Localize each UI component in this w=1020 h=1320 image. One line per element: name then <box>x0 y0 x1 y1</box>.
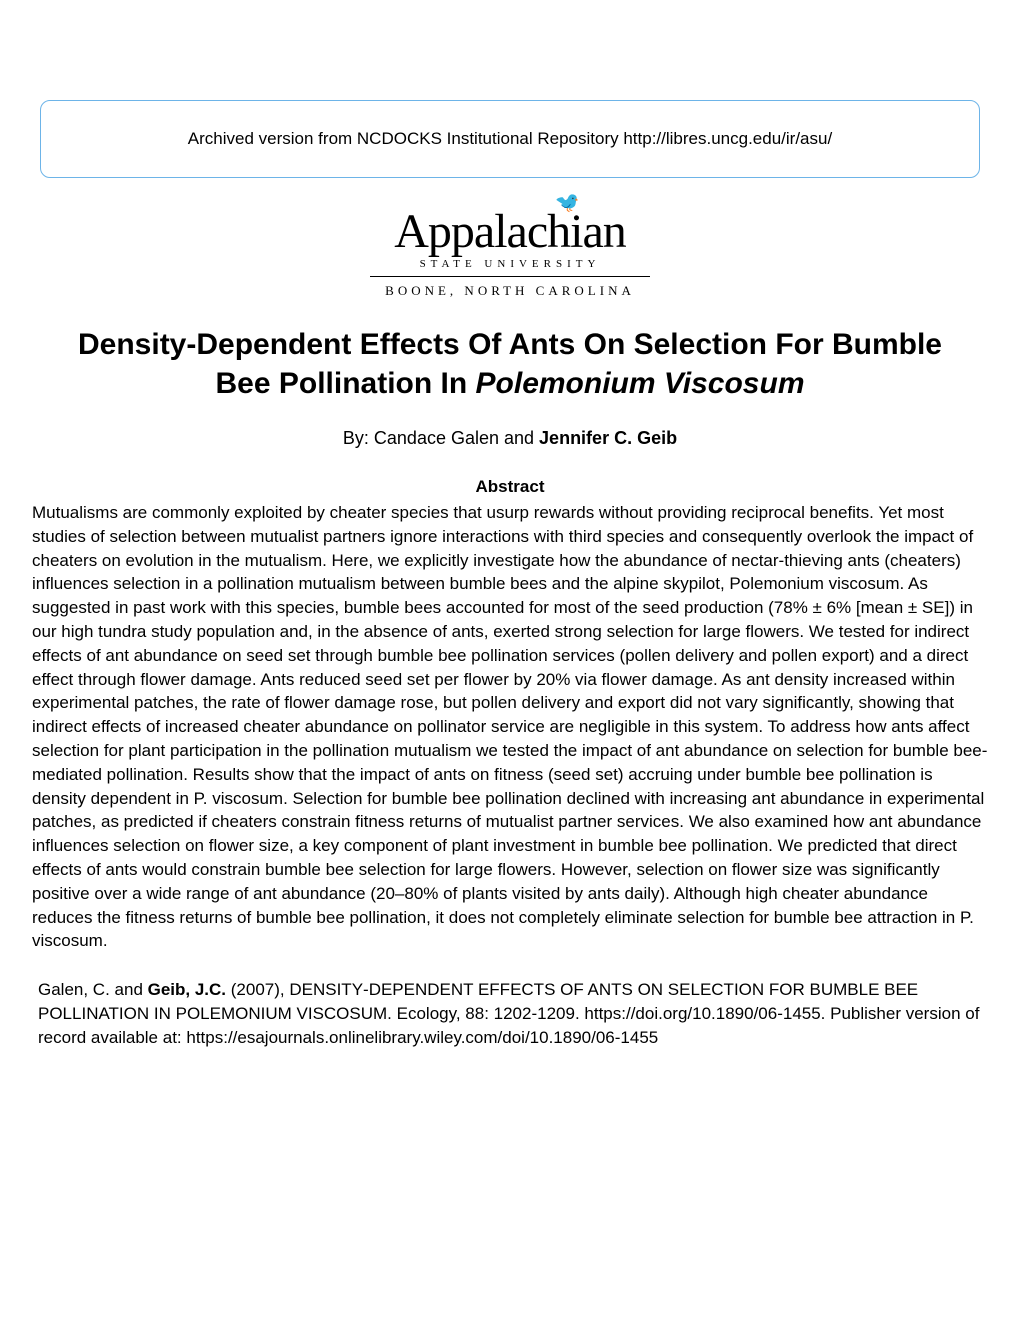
byline-prefix: By: Candace Galen and <box>343 428 539 448</box>
byline: By: Candace Galen and Jennifer C. Geib <box>30 428 990 449</box>
citation-author-bold: Geib, J.C. <box>148 980 226 999</box>
byline-author-bold: Jennifer C. Geib <box>539 428 677 448</box>
logo-divider <box>370 276 650 277</box>
archive-notice-text: Archived version from NCDOCKS Institutio… <box>188 129 832 148</box>
title-line1: Density-Dependent Effects Of Ants On Sel… <box>78 328 942 361</box>
abstract-heading: Abstract <box>30 477 990 497</box>
paper-title: Density-Dependent Effects Of Ants On Sel… <box>50 325 970 403</box>
citation-prefix: Galen, C. and <box>38 980 148 999</box>
archive-notice-box: Archived version from NCDOCKS Institutio… <box>40 100 980 178</box>
title-line2-prefix: Bee Pollination In <box>216 367 476 400</box>
logo-location: BOONE, NORTH CAROLINA <box>370 283 650 299</box>
logo-container: 🐦 Appalachian STATE UNIVERSITY BOONE, NO… <box>30 208 990 300</box>
title-species-name: Polemonium Viscosum <box>476 367 805 400</box>
citation: Galen, C. and Geib, J.C. (2007), DENSITY… <box>38 978 982 1049</box>
bird-icon: 🐦 <box>555 190 580 215</box>
university-logo: 🐦 Appalachian STATE UNIVERSITY BOONE, NO… <box>370 208 650 299</box>
logo-subtitle: STATE UNIVERSITY <box>370 258 650 270</box>
abstract-body: Mutualisms are commonly exploited by che… <box>32 501 988 953</box>
logo-main-text: Appalachian <box>370 208 650 256</box>
